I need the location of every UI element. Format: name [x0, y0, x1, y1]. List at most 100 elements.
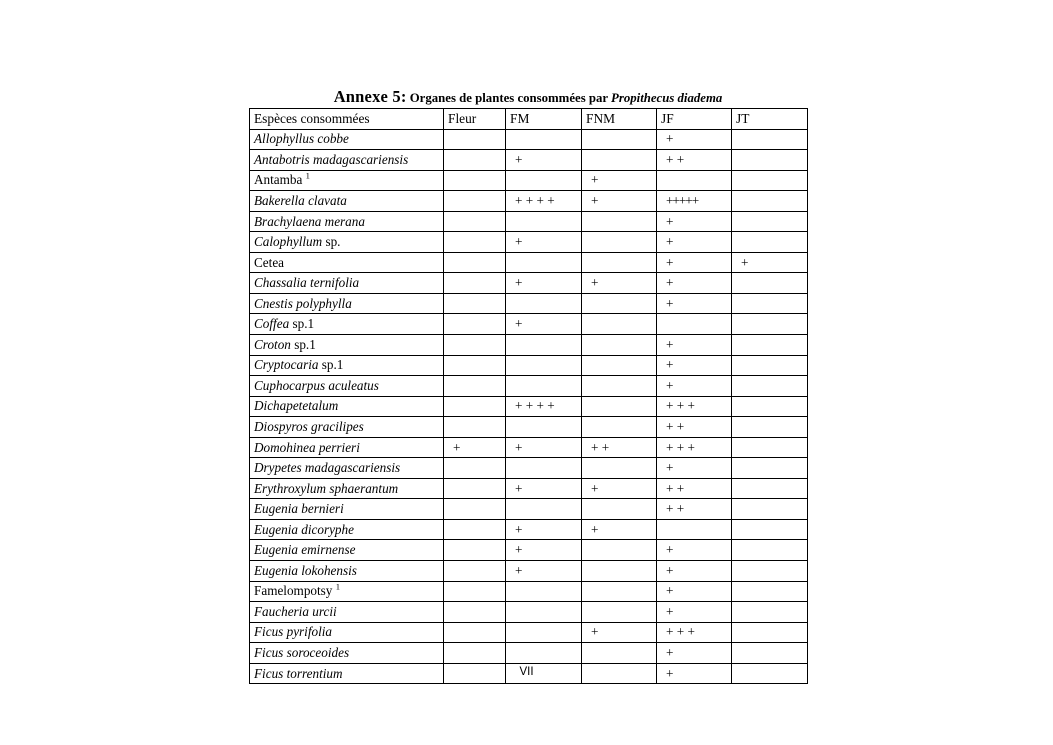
table-row: Ficus torrentium +	[249, 662, 808, 685]
cell-jf: + +	[656, 477, 732, 500]
table-row: Domohinea perrieri + + + + + + +	[249, 436, 808, 459]
cell-jt	[731, 580, 808, 603]
consumption-marks: +	[666, 583, 674, 599]
cell-fm	[505, 498, 582, 520]
cell-fm	[505, 375, 582, 397]
species-name: Domohinea perrieri	[254, 439, 360, 455]
cell-fm	[505, 601, 582, 623]
cell-fnm: +	[581, 477, 657, 500]
table-row: Erythroxylum sphaerantum + + + +	[249, 477, 808, 500]
cell-fnm: +	[581, 518, 657, 541]
cell-species: Drypetes madagascariensis	[249, 457, 444, 479]
cell-jf: +	[656, 231, 732, 253]
cell-jt	[731, 354, 808, 377]
species-name: Calophyllum	[254, 234, 323, 250]
cell-species: Brachylaena merana	[249, 210, 444, 233]
table-row: Brachylaena merana +	[249, 210, 808, 233]
cell-fm: +	[505, 560, 582, 582]
cell-jt: +	[731, 251, 808, 274]
species-name: Famelompotsy	[254, 583, 333, 599]
cell-jf: +	[656, 601, 732, 623]
cell-jt	[731, 477, 808, 500]
species-name: Ficus torrentium	[254, 665, 343, 681]
consumption-marks: +	[666, 295, 674, 311]
cell-fm: +	[505, 231, 582, 253]
cell-fnm: + +	[581, 436, 657, 459]
consumption-marks: +	[741, 254, 749, 270]
cell-species: Cetea	[249, 251, 444, 274]
cell-fm	[505, 334, 582, 356]
cell-fnm	[581, 375, 657, 397]
cell-jt	[731, 272, 808, 294]
cell-fleur	[443, 642, 506, 664]
consumption-marks: +	[666, 131, 674, 147]
species-name: Coffea	[254, 316, 290, 332]
cell-fnm	[581, 539, 657, 562]
cell-species: Antamba 1	[249, 169, 444, 192]
species-name: Erythroxylum sphaerantum	[254, 480, 399, 496]
species-name: Bakerella clavata	[254, 192, 347, 208]
species-name: Croton	[254, 336, 291, 352]
consumption-marks: + + + +	[515, 398, 555, 414]
table-row: Calophyllum sp. + +	[249, 231, 808, 253]
table-row: Cnestis polyphylla +	[249, 292, 808, 315]
cell-jt	[731, 662, 808, 685]
cell-fm	[505, 169, 582, 192]
cell-fnm	[581, 149, 657, 171]
table-row: Cuphocarpus aculeatus +	[249, 375, 808, 397]
cell-fnm	[581, 601, 657, 623]
cell-fleur	[443, 375, 506, 397]
cell-fm	[505, 580, 582, 603]
cell-fleur	[443, 477, 506, 500]
consumption-marks: +	[666, 377, 674, 393]
cell-fnm: +	[581, 272, 657, 294]
cell-fleur	[443, 210, 506, 233]
cell-jf: + + +	[656, 621, 732, 644]
cell-species: Ficus pyrifolia	[249, 621, 444, 644]
cell-fleur	[443, 292, 506, 315]
cell-jf: +	[656, 292, 732, 315]
cell-fleur	[443, 128, 506, 151]
cell-fm: + + + +	[505, 395, 582, 418]
consumption-marks: +	[666, 275, 674, 291]
cell-species: Chassalia ternifolia	[249, 272, 444, 294]
cell-fm	[505, 354, 582, 377]
cell-jt	[731, 334, 808, 356]
table-row: Eugenia dicoryphe + +	[249, 518, 808, 541]
cell-species: Eugenia lokohensis	[249, 560, 444, 582]
species-consumption-table: Espèces consommées Fleur FM FNM JF JT Al…	[249, 108, 808, 685]
cell-species: Cnestis polyphylla	[249, 292, 444, 315]
species-name: Ficus soroceoides	[254, 644, 350, 660]
cell-jf: +	[656, 662, 732, 685]
cell-jt	[731, 149, 808, 171]
cell-fm: +	[505, 272, 582, 294]
cell-fleur	[443, 169, 506, 192]
consumption-marks: +	[666, 213, 674, 229]
annexe-title-rest: Organes de plantes consommées par	[406, 91, 612, 105]
annexe-title-species: Propithecus diadema	[611, 91, 723, 105]
consumption-marks: +	[591, 172, 599, 188]
cell-fnm	[581, 251, 657, 274]
cell-fnm	[581, 334, 657, 356]
cell-fnm: +	[581, 621, 657, 644]
cell-jt	[731, 539, 808, 562]
consumption-marks: +	[515, 275, 523, 291]
cell-species: Eugenia bernieri	[249, 498, 444, 520]
cell-fleur	[443, 149, 506, 171]
column-header-fnm: FNM	[581, 108, 657, 130]
cell-fm	[505, 457, 582, 479]
species-suffix: sp.1	[318, 357, 344, 373]
species-suffix: sp.	[322, 234, 341, 250]
consumption-marks: +	[591, 624, 599, 640]
cell-fnm	[581, 498, 657, 520]
cell-jt	[731, 601, 808, 623]
table-row: Eugenia bernieri + +	[249, 498, 808, 520]
cell-jf: +	[656, 354, 732, 377]
cell-fnm	[581, 642, 657, 664]
cell-jf: +	[656, 560, 732, 582]
species-name: Ficus pyrifolia	[254, 624, 333, 640]
consumption-marks: +++++	[666, 192, 699, 208]
cell-species: Domohinea perrieri	[249, 436, 444, 459]
species-name: Cetea	[254, 254, 285, 270]
cell-jt	[731, 128, 808, 151]
